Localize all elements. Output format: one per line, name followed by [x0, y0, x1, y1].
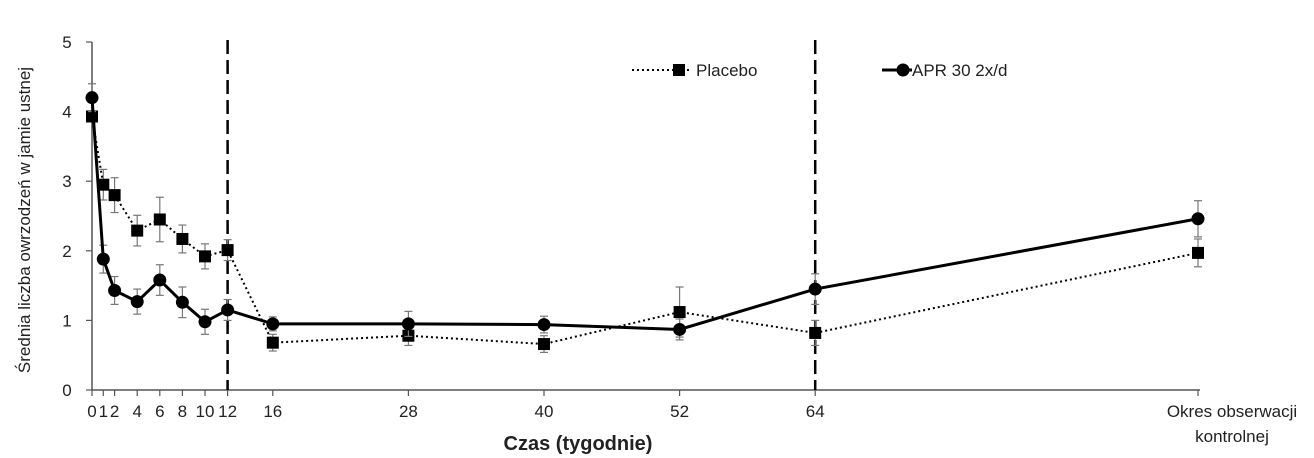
data-point	[1192, 246, 1204, 259]
x-tick-label: 1	[99, 402, 108, 421]
x-ticks: 0 1 2 4 6 8 10 12 16 28 40 52 64	[87, 390, 1199, 421]
legend-item-placebo: Placebo	[632, 61, 757, 80]
x-tick-label: 16	[263, 402, 282, 421]
series-line	[91, 116, 1199, 346]
data-point	[1191, 212, 1205, 226]
x-tick-label: 40	[535, 402, 554, 421]
data-point	[175, 295, 189, 309]
x-tick-label: 0	[87, 402, 96, 421]
data-point	[97, 178, 110, 191]
x-tick-label: 10	[196, 402, 215, 421]
data-point	[809, 326, 822, 339]
y-tick-label: 5	[62, 33, 71, 52]
data-point	[266, 317, 280, 331]
series-line	[90, 97, 1199, 331]
data-point	[401, 317, 415, 331]
data-point	[153, 213, 166, 226]
data-point	[537, 318, 551, 332]
data-point	[673, 306, 686, 319]
data-point	[673, 322, 687, 336]
x-tick-label: 2	[110, 402, 119, 421]
y-ticks: 0 1 2 3 4 5	[62, 33, 92, 400]
data-point	[198, 315, 212, 329]
y-tick-label: 1	[62, 311, 71, 330]
x-axis-label: Czas (tygodnie)	[504, 433, 653, 455]
x-tick-label: 28	[399, 402, 418, 421]
legend-label-placebo: Placebo	[696, 61, 757, 80]
data-point	[808, 282, 822, 296]
data-point	[130, 295, 144, 309]
x-tick-label: 52	[670, 402, 689, 421]
data-point	[96, 252, 110, 266]
axes	[91, 42, 1200, 391]
y-tick-label: 4	[62, 103, 71, 122]
data-point	[108, 283, 122, 297]
legend-item-apr: APR 30 2x/d	[882, 61, 1007, 80]
x-tick-label: 6	[155, 402, 164, 421]
series-layer	[85, 83, 1205, 354]
data-point	[85, 91, 99, 105]
followup-label-line-1: Okres obserwacji	[1167, 402, 1297, 421]
data-point	[221, 244, 234, 257]
data-point	[199, 250, 211, 263]
y-tick-label: 3	[62, 172, 71, 191]
x-tick-label: 64	[806, 402, 825, 421]
reference-lines	[226, 40, 817, 390]
y-axis-label: Średnia liczba owrzodzeń w jamie ustnej	[15, 67, 34, 373]
legend: Placebo APR 30 2x/d	[632, 61, 1007, 80]
legend-label-apr: APR 30 2x/d	[912, 61, 1007, 80]
legend-marker-placebo	[673, 64, 685, 76]
followup-label-line-2: kontrolnej	[1195, 427, 1269, 446]
x-tick-label: 8	[178, 402, 187, 421]
series-apr	[85, 83, 1205, 341]
x-tick-label: 4	[132, 402, 141, 421]
data-point	[176, 232, 189, 245]
data-point	[266, 336, 279, 349]
legend-marker-apr	[896, 63, 910, 77]
data-point	[221, 303, 235, 317]
y-tick-label: 2	[62, 242, 71, 261]
data-point	[153, 273, 167, 287]
data-point	[131, 224, 144, 237]
data-point	[108, 189, 121, 202]
y-tick-label: 0	[62, 381, 71, 400]
followup-period-label: Okres obserwacji kontrolnej	[1167, 402, 1297, 446]
data-point	[538, 338, 550, 351]
series-placebo	[86, 110, 1204, 354]
x-tick-label: 12	[218, 402, 237, 421]
